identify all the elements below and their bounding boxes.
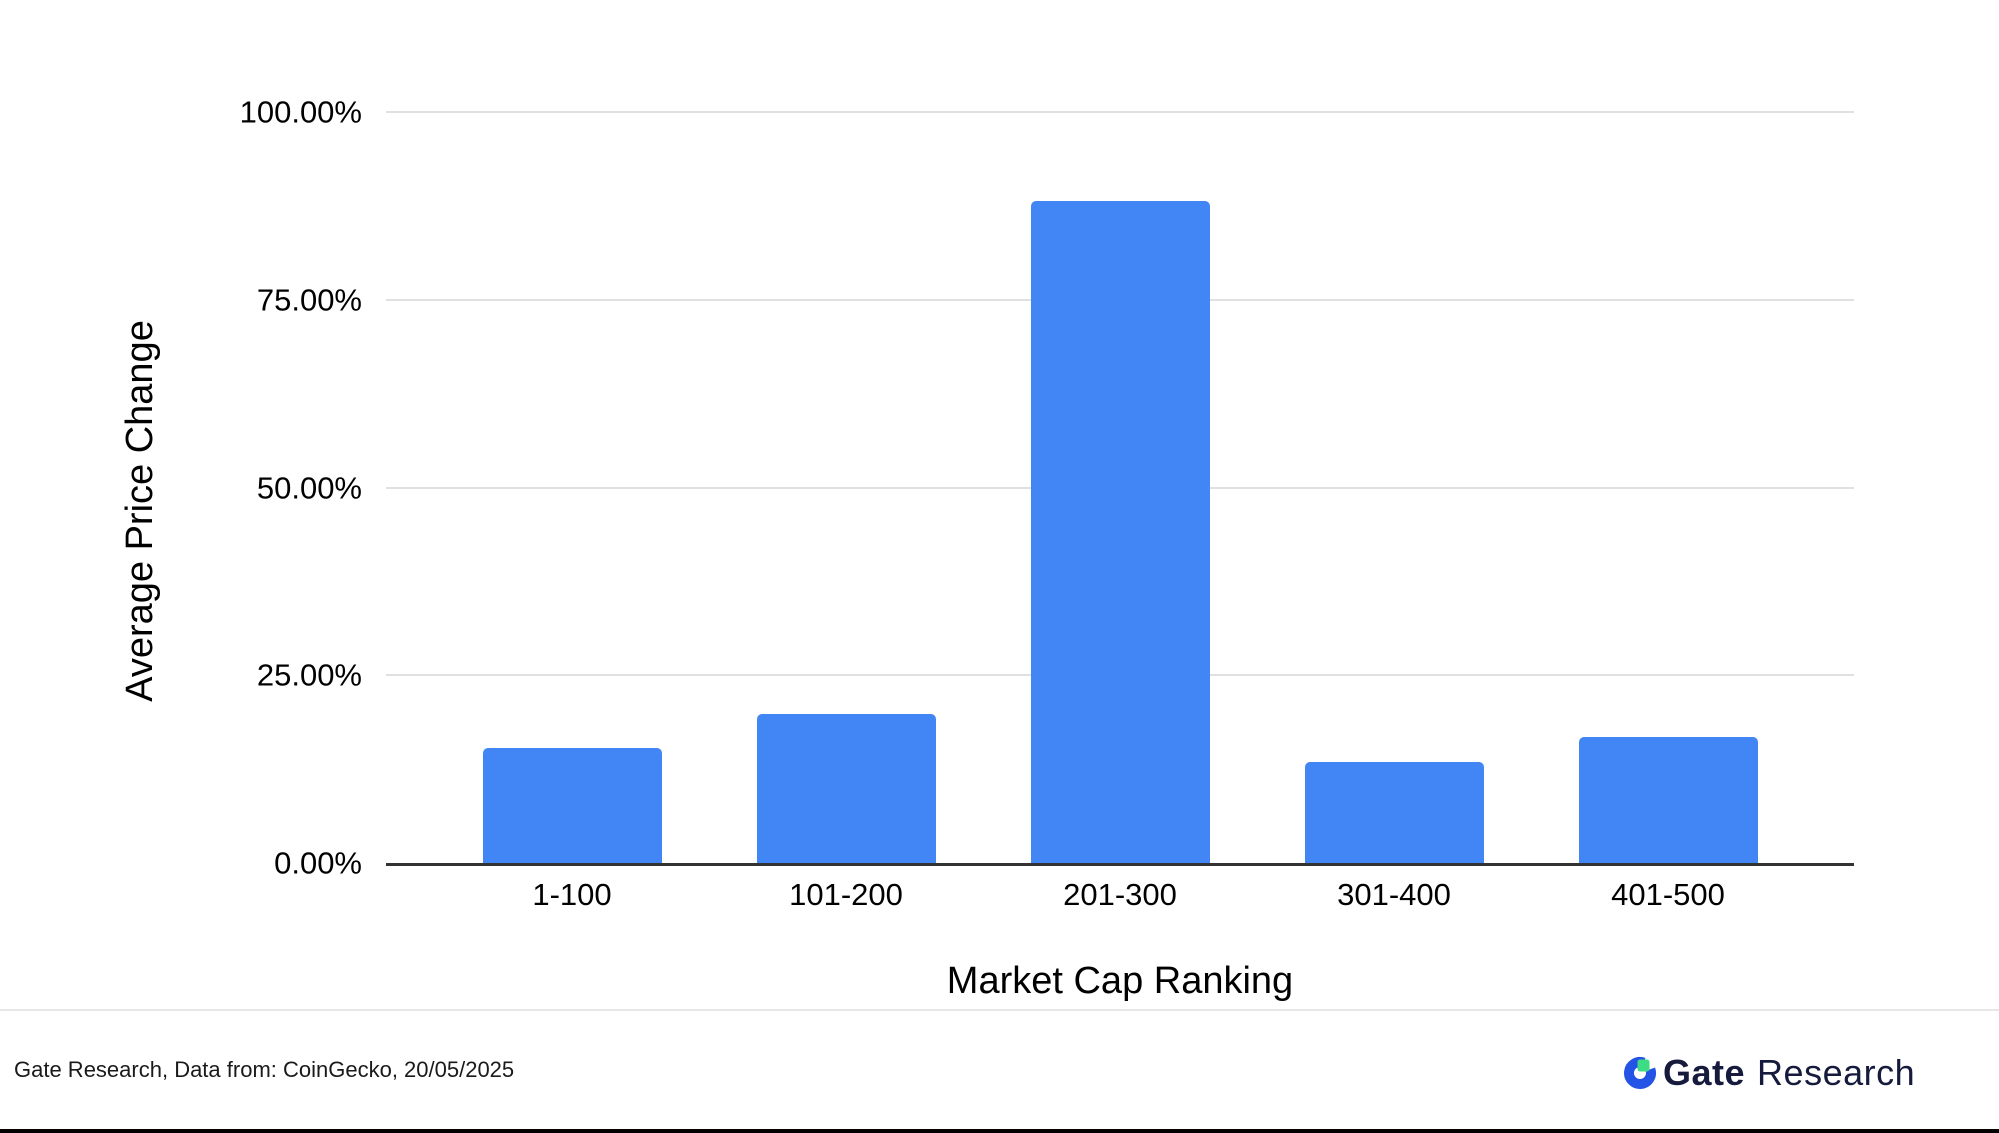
bar-401-500 [1578, 736, 1758, 863]
x-tick-label: 101-200 [789, 877, 903, 912]
plot-area [386, 111, 1854, 866]
y-tick-label: 100.00% [239, 94, 362, 130]
y-axis-title: Average Price Change [119, 320, 161, 702]
bar-1-100 [482, 748, 662, 863]
y-tick-label: 0.00% [274, 845, 362, 881]
footer-divider [0, 1009, 1999, 1011]
logo-text-research: Research [1757, 1052, 1916, 1093]
x-axis-title: Market Cap Ranking [946, 960, 1294, 1002]
y-tick-label: 75.00% [256, 282, 362, 318]
x-axis-line [386, 863, 1854, 866]
gate-research-logo: Gate Research [1623, 1052, 1915, 1094]
data-source-text: Gate Research, Data from: CoinGecko, 20/… [14, 1057, 515, 1082]
logo-text-gate: Gate [1663, 1052, 1746, 1093]
bar-101-200 [756, 713, 936, 863]
bar-301-400 [1304, 761, 1484, 863]
x-tick-label: 301-400 [1337, 877, 1451, 912]
x-tick-label: 1-100 [532, 877, 612, 912]
x-tick-label: 401-500 [1611, 877, 1725, 912]
gridline [386, 111, 1854, 113]
gate-logo-icon [1624, 1057, 1656, 1089]
bar-201-300 [1030, 200, 1210, 863]
y-tick-label: 50.00% [256, 470, 362, 505]
y-tick-label: 25.00% [256, 657, 362, 693]
x-tick-label: 201-300 [1063, 877, 1177, 912]
bottom-black-bar [0, 1129, 1999, 1133]
